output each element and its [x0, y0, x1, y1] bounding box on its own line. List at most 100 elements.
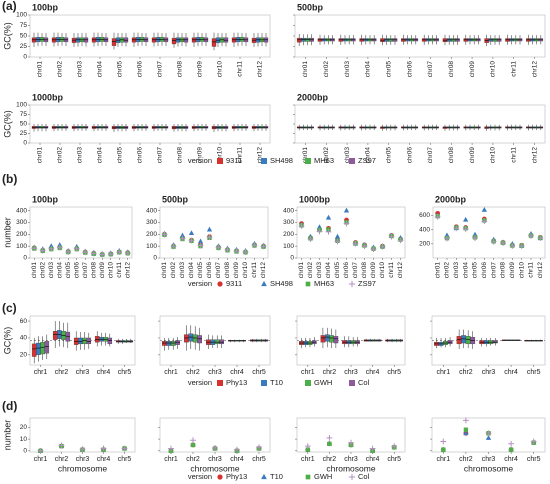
y-tick-label: 200: [283, 231, 294, 238]
point: [256, 444, 262, 451]
point: [82, 249, 89, 256]
x-tick-label: chr07: [157, 147, 164, 164]
x-tick-label: chr4: [366, 456, 380, 463]
point: [397, 237, 404, 244]
point: [251, 242, 258, 249]
x-tick-label: chr12: [537, 262, 544, 279]
facet-title: 2000bp: [297, 92, 329, 102]
x-tick-label: chr11: [251, 262, 258, 278]
point: [116, 249, 123, 255]
x-tick-label: chr04: [462, 262, 469, 279]
x-tick-label: chr06: [73, 262, 80, 279]
facet-title: 2000bp: [435, 194, 467, 204]
x-tick-label: chr01: [302, 61, 309, 78]
point: [161, 231, 168, 238]
box: [324, 334, 330, 342]
legend-key: [217, 281, 223, 287]
x-tick-label: chr12: [257, 61, 264, 78]
x-tick-label: chr12: [397, 262, 404, 279]
legend-key: [261, 158, 267, 164]
point: [463, 430, 469, 436]
point: [508, 440, 514, 447]
box: [36, 342, 41, 356]
x-tick-label: chr01: [31, 262, 38, 279]
point: [462, 226, 469, 232]
point: [206, 234, 213, 241]
box: [197, 335, 202, 344]
legend-title: version: [188, 378, 212, 387]
point: [260, 243, 267, 250]
legend-key: [305, 474, 311, 480]
x-tick-label: chr06: [406, 61, 413, 78]
x-tick-label: chr02: [444, 262, 451, 279]
y-tick-label: 100: [16, 12, 27, 19]
point: [361, 243, 368, 250]
x-tick-label: chr06: [481, 262, 488, 279]
x-tick-label: chr09: [469, 147, 476, 164]
legend-label: T10: [270, 472, 283, 481]
x-axis-label: chromosome: [326, 463, 375, 473]
x-tick-label: chr01: [161, 262, 168, 279]
box: [175, 340, 180, 345]
legend-key: [305, 158, 311, 164]
point: [206, 226, 213, 232]
point: [57, 242, 63, 247]
legend-label: MH63: [314, 279, 334, 288]
x-tick-label: chr07: [82, 262, 89, 279]
x-tick-label: chr06: [206, 262, 213, 279]
x-tick-label: chr04: [325, 262, 332, 279]
facet-title: 1000bp: [299, 194, 331, 204]
x-tick-label: chr08: [177, 147, 184, 164]
x-tick-label: chr04: [188, 262, 195, 279]
facet-title: 100bp: [32, 194, 59, 204]
x-tick-label: chr4: [366, 369, 380, 376]
point: [316, 228, 323, 235]
panel: [294, 104, 546, 144]
y-tick-label: 50: [20, 121, 28, 128]
x-tick-label: chr05: [197, 262, 204, 279]
y-tick-label: 0: [153, 255, 157, 262]
facet-title: 1000bp: [32, 92, 64, 102]
legend-title: version: [188, 279, 212, 288]
panel: [432, 206, 546, 259]
box: [94, 336, 100, 343]
legend-label: MH63: [314, 156, 334, 165]
point: [481, 206, 487, 212]
x-tick-label: chr11: [388, 262, 395, 278]
x-tick-label: chr11: [237, 147, 244, 163]
box: [111, 38, 117, 46]
legend-label: SH498: [270, 279, 293, 288]
box: [492, 340, 498, 344]
x-tick-label: chr3: [482, 456, 496, 463]
point: [434, 214, 441, 220]
box: [456, 336, 462, 345]
point: [242, 249, 249, 255]
x-tick-label: chr1: [34, 456, 48, 463]
legend-label: Col: [358, 378, 370, 387]
x-tick-label: chr10: [242, 262, 249, 279]
legend-label: ZS97: [358, 156, 376, 165]
x-tick-label: chr09: [469, 61, 476, 78]
x-tick-label: chr2: [55, 369, 69, 376]
y-tick-label: 20: [20, 424, 28, 431]
x-tick-label: chr3: [482, 369, 496, 376]
box: [103, 336, 108, 342]
x-tick-label: chr4: [97, 369, 111, 376]
x-tick-label: chr02: [170, 262, 177, 279]
point: [212, 445, 218, 451]
x-tick-label: chr12: [531, 147, 538, 164]
point: [190, 437, 196, 444]
point: [348, 439, 354, 446]
legend-key: [348, 473, 356, 481]
y-tick-label: 600: [419, 212, 430, 219]
point: [485, 435, 492, 440]
y-tick-label: 400: [283, 207, 294, 214]
x-tick-label: chr01: [434, 262, 441, 279]
x-tick-label: chr05: [385, 61, 392, 78]
point: [444, 235, 450, 242]
x-tick-label: chr2: [459, 369, 473, 376]
point: [305, 447, 310, 452]
legend-title: version: [188, 156, 212, 165]
box: [31, 343, 37, 357]
